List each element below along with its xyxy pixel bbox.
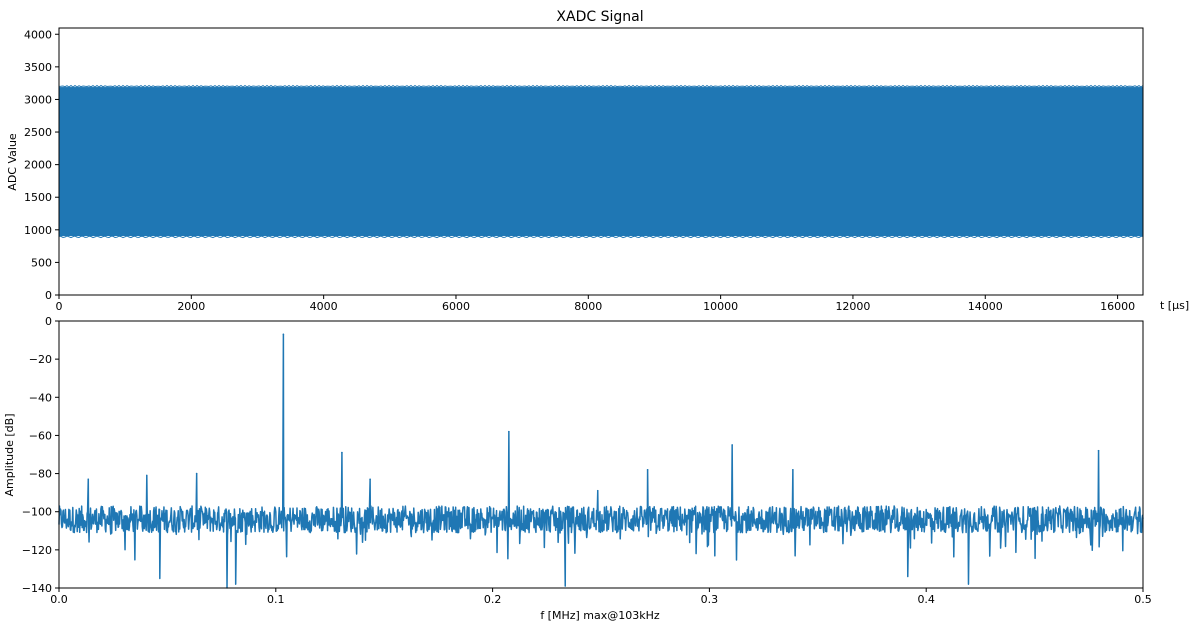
y-tick-label: 3500 — [24, 61, 52, 74]
time-y-ticks: 0 500 1000 1500 2000 2500 3000 3500 4000 — [24, 28, 59, 302]
spectrum-peak — [646, 468, 649, 471]
time-y-axis-label: ADC Value — [6, 133, 19, 191]
spectrum-plot-background — [59, 321, 1143, 588]
spectrum-peak — [596, 489, 599, 492]
spectrum-x-axis-label: f [MHz] max@103kHz — [540, 609, 660, 622]
spectrum-peak — [1097, 449, 1100, 452]
spectrum-peak — [341, 451, 343, 454]
x-tick-label: 0.2 — [484, 593, 502, 606]
spectrum-peak — [146, 474, 148, 477]
spectrum-peak — [731, 444, 733, 446]
spectrum-peak — [508, 430, 510, 433]
spectrum-peak — [282, 333, 285, 336]
spectrum-peak — [195, 472, 198, 475]
spectrum-peak — [792, 468, 794, 471]
spectrum-x-ticks: 0.0 0.1 0.2 0.3 0.4 0.5 — [50, 588, 1152, 606]
spectrum-peak — [369, 478, 371, 481]
spectrum-line — [58, 333, 1144, 589]
y-tick-label: 1500 — [24, 191, 52, 204]
y-tick-label: −80 — [29, 468, 52, 481]
y-tick-label: 500 — [31, 256, 52, 269]
spectrum-plot-frame — [58, 320, 1144, 589]
y-tick-label: 1000 — [24, 224, 52, 237]
x-tick-label: 10000 — [703, 300, 738, 313]
signal-upper-edge — [58, 84, 1144, 88]
signal-envelope — [59, 87, 1143, 237]
y-tick-label: 4000 — [24, 28, 52, 41]
spectrum-plot: 0.0 0.1 0.2 0.3 0.4 0.5 −140 −120 −100 −80 −60 −40… — [3, 315, 1152, 622]
x-tick-label: 16000 — [1100, 300, 1135, 313]
spectrum-y-ticks: −140 −120 −100 −80 −60 −40 −20 0 — [22, 315, 59, 595]
y-tick-label: −140 — [22, 582, 52, 595]
time-plot-frame — [58, 27, 1144, 296]
spectrum-peak — [87, 478, 90, 481]
x-tick-label: 0.5 — [1134, 593, 1152, 606]
y-tick-label: −100 — [22, 506, 52, 519]
x-tick-label: 12000 — [835, 300, 870, 313]
y-tick-label: −20 — [29, 353, 52, 366]
spectrum-y-axis-label: Amplitude [dB] — [3, 414, 16, 497]
x-tick-label: 0.3 — [701, 593, 719, 606]
x-tick-label: 6000 — [442, 300, 470, 313]
x-tick-label: 0.4 — [917, 593, 935, 606]
x-tick-label: 8000 — [574, 300, 602, 313]
x-tick-label: 0.1 — [267, 593, 285, 606]
y-tick-label: −120 — [22, 544, 52, 557]
y-tick-label: −60 — [29, 429, 52, 442]
time-plot-marks — [58, 84, 1144, 239]
signal-lower-edge — [58, 235, 1144, 239]
y-tick-label: 0 — [45, 315, 52, 328]
x-tick-label: 0.0 — [50, 593, 68, 606]
y-tick-label: 0 — [45, 289, 52, 302]
chart-title: XADC Signal — [556, 9, 643, 25]
x-tick-label: 4000 — [310, 300, 338, 313]
y-tick-label: −40 — [29, 391, 52, 404]
spectrum-plot-marks — [58, 333, 1144, 589]
x-tick-label: 0 — [56, 300, 63, 313]
x-tick-label: 14000 — [968, 300, 1003, 313]
y-tick-label: 2000 — [24, 159, 52, 172]
time-plot: XADC Signal 0 2000 4000 6000 8000 10000 12000 1… — [6, 9, 1189, 313]
time-x-ticks: 0 2000 4000 6000 8000 10000 12000 14000 16000 — [56, 295, 1135, 313]
y-tick-label: 2500 — [24, 126, 52, 139]
time-x-axis-label: t [μs] — [1160, 299, 1189, 312]
x-tick-label: 2000 — [177, 300, 205, 313]
y-tick-label: 3000 — [24, 93, 52, 106]
